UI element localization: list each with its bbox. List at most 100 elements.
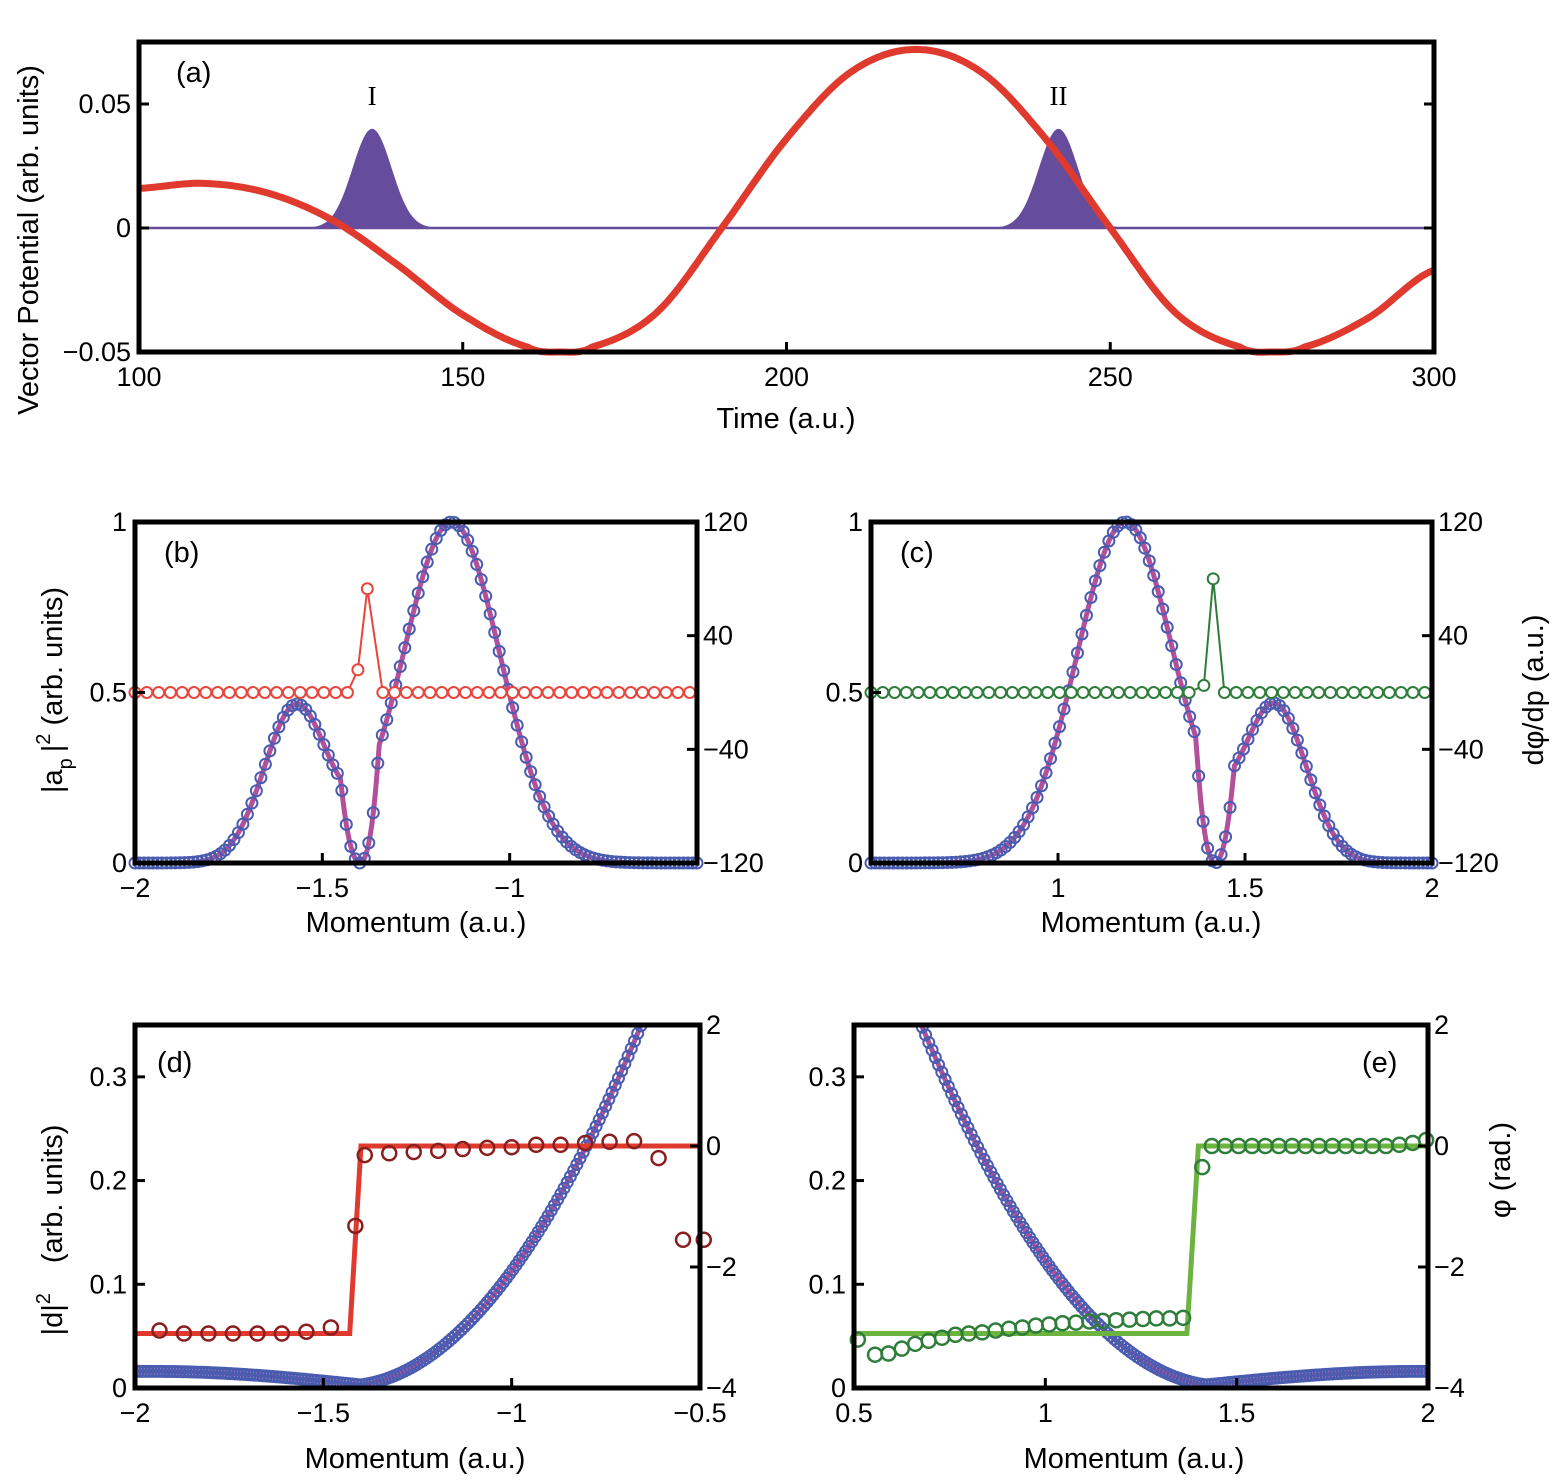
panel-e-intensity-marker — [945, 1087, 959, 1101]
panel-b-xlabel: Momentum (a.u.) — [306, 907, 527, 939]
panel-b-ylabel-main: |a — [37, 769, 69, 794]
panel-d-intensity-marker — [618, 1057, 632, 1071]
panel-b-amplitude-marker — [470, 557, 484, 571]
panel-b-amplitude-marker — [371, 756, 385, 770]
panel-d-phase-marker — [200, 1325, 217, 1342]
panel-d-xtick-label: −1 — [496, 1398, 527, 1428]
panel-d-tag: (d) — [157, 1047, 192, 1079]
panel-b-phase-derivative-marker — [541, 686, 555, 699]
panel-c-amplitude-marker — [1214, 848, 1228, 862]
panel-e-ticks: 0.5 1 1.5 2 0 0.1 0.2 0.3 −4 −2 0 2 — [808, 1010, 1464, 1428]
panel-b-amplitude-marker — [335, 783, 349, 797]
panel-b-amplitude-marker — [488, 625, 502, 639]
panel-c-phase-derivative-marker — [1359, 686, 1373, 699]
panel-d-intensity-marker — [483, 1292, 497, 1306]
panel-d-xlabel: Momentum (a.u.) — [305, 1443, 526, 1475]
panel-c-amplitude-marker — [1142, 554, 1156, 568]
panel-c-amplitude-marker — [1048, 736, 1062, 750]
panel-a-xtick-label: 100 — [116, 362, 161, 392]
panel-c-amplitude-marker — [1151, 585, 1165, 599]
panel-b-phase-derivative-marker — [553, 686, 567, 699]
panel-c-phase-derivative-marker — [946, 686, 960, 699]
panel-d-phase-marker — [381, 1145, 398, 1162]
panel-d-intensity-marker — [589, 1119, 603, 1133]
panel-d-intensity-marker — [343, 1377, 357, 1388]
panel-c-amplitude-marker — [1030, 790, 1044, 804]
panel-d-ylabel: |d|2 (arb. units) — [33, 1125, 69, 1336]
panel-b-amplitude-marker — [263, 744, 277, 758]
panel-b-phase-derivative-marker — [293, 686, 307, 699]
panel-a-xlabel: Time (a.u.) — [716, 403, 855, 435]
panel-b-amplitude-marker — [506, 701, 520, 715]
panel-e-ytick-label: 0.3 — [808, 1062, 846, 1092]
panel-e-intensity-marker — [954, 1107, 968, 1121]
panel-d-data — [135, 1025, 713, 1388]
panel-e-xtick-label: 0.5 — [835, 1398, 873, 1428]
panel-d-phase-marker — [527, 1136, 545, 1154]
panel-d-intensity-marker — [477, 1299, 491, 1313]
panel-c-phase-derivative-marker — [1335, 686, 1349, 699]
panel-a-ytick-label: 0.05 — [78, 89, 131, 119]
panel-d-phase-marker — [650, 1149, 667, 1167]
panel-b-phase-derivative-marker — [647, 686, 661, 699]
panel-d-intensity-marker — [624, 1042, 638, 1056]
panel-b-phase-derivative-marker — [351, 663, 365, 677]
panel-c-phase-derivative-marker — [1088, 686, 1102, 699]
panel-c: 1 1.5 2 0 0.5 1 −120 −40 40 120 (c) Momentum (a.u… — [825, 507, 1550, 939]
panel-d-ytick-label: 0 — [112, 1373, 127, 1403]
panel-b-phase-derivative-marker — [281, 686, 295, 699]
panel-c-xtick-label: 1 — [1050, 873, 1065, 903]
panel-b-ylabel-text: |ap |2 (arb. units) — [33, 587, 77, 793]
panel-e-intensity-marker — [1071, 1296, 1085, 1310]
panel-a-data — [138, 45, 1436, 356]
panel-c-amplitude-marker — [1192, 769, 1206, 783]
panel-b-phase-derivative-marker — [529, 686, 543, 699]
panel-c-ytick-right-label: 40 — [1438, 621, 1468, 651]
panel-c-phase-derivative-marker — [1182, 686, 1196, 699]
panel-b-phase-derivative-marker — [683, 686, 697, 699]
panel-e-phase-marker — [1027, 1317, 1045, 1334]
panel-e-phase-marker — [1121, 1311, 1138, 1328]
panel-d-phase-marker — [478, 1139, 496, 1157]
panel-d-phase-marker — [552, 1136, 569, 1154]
panel-d-intensity-marker — [608, 1078, 622, 1092]
panel-e-intensity-marker — [977, 1152, 991, 1166]
panel-b-phase-derivative-marker — [222, 686, 236, 699]
panel-b-phase-derivative-marker — [234, 686, 248, 699]
panel-d-intensity-marker — [573, 1151, 587, 1165]
panel-d-intensity-marker — [480, 1295, 494, 1309]
panel-c-amplitude-marker — [1299, 759, 1313, 773]
panel-c-xtick-label: 1.5 — [1226, 873, 1264, 903]
panel-c-amplitude-marker — [1223, 800, 1237, 814]
panel-e-phase-marker — [906, 1335, 924, 1353]
panel-e-intensity-marker — [974, 1146, 988, 1160]
panel-d-ytick-right-label: −2 — [706, 1252, 737, 1282]
panel-e-intensity-marker — [971, 1140, 985, 1154]
panel-b-phase-derivative-marker — [435, 686, 449, 699]
panel-c-phase-derivative-marker — [888, 686, 902, 699]
panel-b-amplitude-marker — [524, 765, 538, 779]
panel-c-phase-derivative-marker — [1418, 686, 1432, 699]
panel-c-amplitude-marker — [1183, 710, 1197, 724]
panel-b-phase-derivative-marker — [576, 686, 590, 699]
panel-b-phase-derivative-marker — [482, 686, 496, 699]
panel-d-phase-step-line — [135, 1143, 700, 1336]
panel-c-amplitude-marker — [1097, 545, 1111, 559]
panel-b-amplitude-marker — [483, 607, 497, 621]
panel-a-ticks: 100 150 200 250 300 −0.05 0 0.05 — [63, 89, 1457, 392]
panel-d-phase-marker — [224, 1325, 242, 1342]
panel-b-phase-derivative-marker — [565, 686, 579, 699]
pulse-label-1: I — [368, 81, 377, 111]
panel-c-phase-derivative-marker — [1076, 686, 1090, 699]
panel-c-amplitude-marker — [1165, 639, 1179, 653]
panel-c-amplitude-marker — [1138, 541, 1152, 555]
panel-c-ytick-right-label: 120 — [1438, 507, 1483, 537]
panel-a-tag: (a) — [176, 57, 211, 89]
panel-d-phase-marker — [695, 1231, 713, 1249]
panel-e-ylabel-right: φ (rad.) — [1485, 1122, 1517, 1218]
panel-b-amplitude-marker — [249, 784, 263, 798]
panel-e-phase-marker — [1107, 1311, 1125, 1329]
panel-b-amplitude-marker — [402, 622, 416, 636]
pulse-2-fill — [928, 128, 1188, 228]
